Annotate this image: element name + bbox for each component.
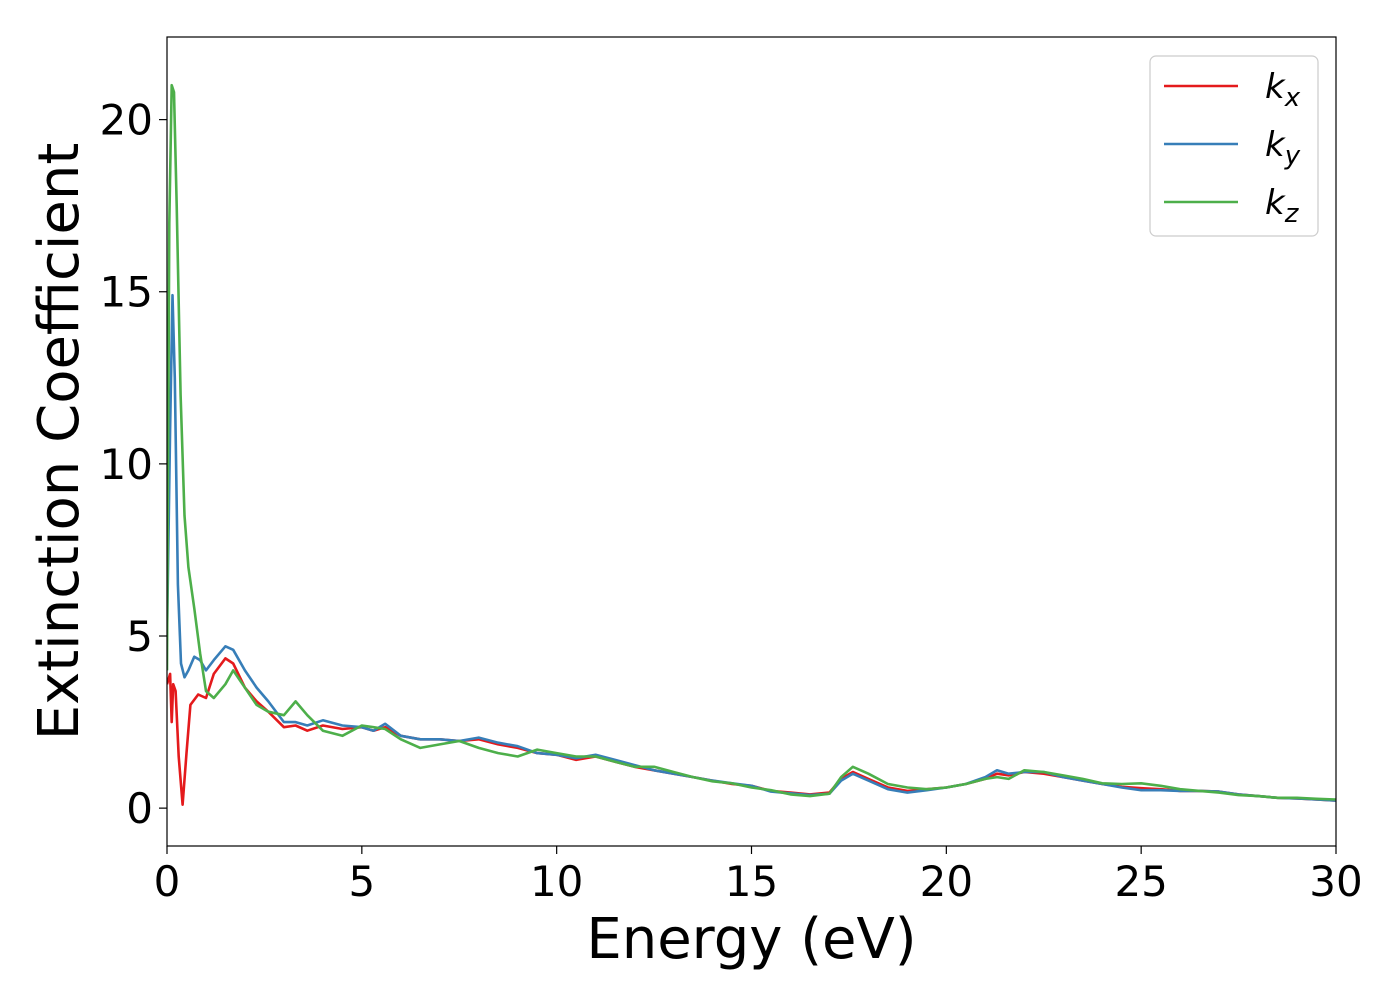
x-tick-label: 10 <box>530 857 583 906</box>
legend-box <box>1149 55 1319 237</box>
series-line-kx <box>167 657 1336 807</box>
x-tick-label: 5 <box>348 857 375 906</box>
series-line-ky <box>167 293 1336 802</box>
legend: kx ky kz <box>1149 55 1319 237</box>
x-tick-label: 20 <box>920 857 973 906</box>
y-tick-label: 0 <box>126 784 153 833</box>
y-tick-label: 5 <box>126 612 153 661</box>
x-tick-label: 15 <box>725 857 778 906</box>
x-tick-label: 25 <box>1114 857 1167 906</box>
x-axis-label: Energy (eV) <box>586 907 916 972</box>
y-axis: 0 5 10 15 20 <box>100 96 167 833</box>
y-tick-label: 20 <box>100 96 153 145</box>
legend-label-kz: kz <box>1265 183 1300 229</box>
series-line-kz <box>167 83 1336 801</box>
series-layer <box>167 83 1336 807</box>
legend-label-ky: ky <box>1265 125 1301 171</box>
legend-label-kx: kx <box>1265 67 1301 113</box>
x-tick-label: 0 <box>154 857 181 906</box>
y-tick-label: 10 <box>100 440 153 489</box>
y-axis-label: Extinction Coefficient <box>27 143 92 741</box>
x-tick-label: 30 <box>1309 857 1362 906</box>
x-axis: 0 5 10 15 20 25 30 <box>154 846 1363 906</box>
y-tick-label: 15 <box>100 268 153 317</box>
